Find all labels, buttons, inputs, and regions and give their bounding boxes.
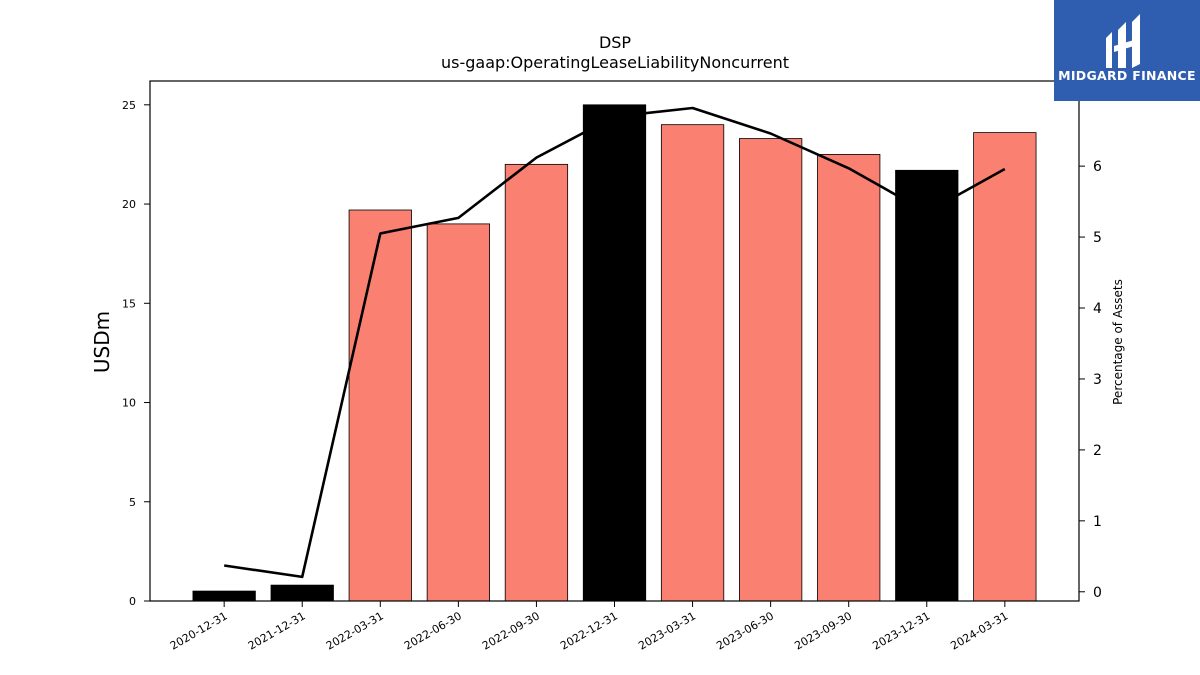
x-tick-label: 2022-12-31 <box>558 609 620 652</box>
bar-2022-12-31 <box>582 104 647 602</box>
x-axis: 2020-12-31 2021-12-31 2022-03-31 2022-06-30… <box>168 601 1010 653</box>
x-tick-label: 2023-09-30 <box>792 609 854 652</box>
x-tick-label: 2021-12-31 <box>246 609 308 652</box>
x-tick-label: 2022-03-31 <box>324 609 386 652</box>
bar-2020-12-31 <box>192 590 256 602</box>
y2-tick-label: 6 <box>1093 159 1102 175</box>
bar-2023-06-30 <box>739 138 803 602</box>
y-tick-label: 20 <box>122 198 136 211</box>
bar-2023-09-30 <box>817 154 881 602</box>
y2-tick-label: 4 <box>1093 301 1102 317</box>
y2-tick-label: 0 <box>1093 585 1102 601</box>
percentage-line <box>224 106 1006 579</box>
x-tick-label: 2023-06-30 <box>714 609 776 652</box>
bar-2023-12-31 <box>895 169 959 602</box>
y-tick-label: 0 <box>129 595 136 608</box>
y-tick-label: 25 <box>122 99 136 112</box>
x-tick-label: 2020-12-31 <box>168 609 230 652</box>
x-tick-label: 2022-09-30 <box>480 609 542 652</box>
y-tick-label: 10 <box>122 397 136 410</box>
right-axis: 0 1 2 3 4 5 6 <box>1079 159 1102 601</box>
y2-tick-label: 2 <box>1093 443 1102 459</box>
y-tick-label: 15 <box>122 297 136 310</box>
x-tick-label: 2023-03-31 <box>636 609 698 652</box>
y2-tick-label: 1 <box>1093 514 1102 530</box>
y2-axis-label: Percentage of Assets <box>1111 279 1125 405</box>
logo-text: MIDGARD FINANCE <box>1058 68 1196 83</box>
bar-2022-09-30 <box>504 163 569 602</box>
brand-logo: MIDGARD FINANCE <box>1054 0 1200 101</box>
x-tick-label: 2024-03-31 <box>948 609 1010 652</box>
left-axis: 0 5 10 15 20 25 <box>122 99 150 608</box>
bar-2024-03-31 <box>973 132 1037 602</box>
bar-2022-03-31 <box>348 209 412 602</box>
y-axis-label: USDm <box>90 311 114 373</box>
bar-2021-12-31 <box>270 584 334 602</box>
y2-tick-label: 5 <box>1093 230 1102 246</box>
chart-subtitle: us-gaap:OperatingLeaseLiabilityNoncurren… <box>441 53 789 72</box>
line-layer <box>224 106 1006 579</box>
x-tick-label: 2023-12-31 <box>870 609 932 652</box>
x-tick-label: 2022-06-30 <box>402 609 464 652</box>
bars-layer <box>192 104 1037 602</box>
bar-2022-06-30 <box>426 223 490 602</box>
y2-tick-label: 3 <box>1093 372 1102 388</box>
bar-2023-03-31 <box>660 124 725 602</box>
chart-title: DSP <box>599 33 631 52</box>
logo-mark-icon <box>1106 14 1140 68</box>
y-tick-label: 5 <box>129 496 136 509</box>
